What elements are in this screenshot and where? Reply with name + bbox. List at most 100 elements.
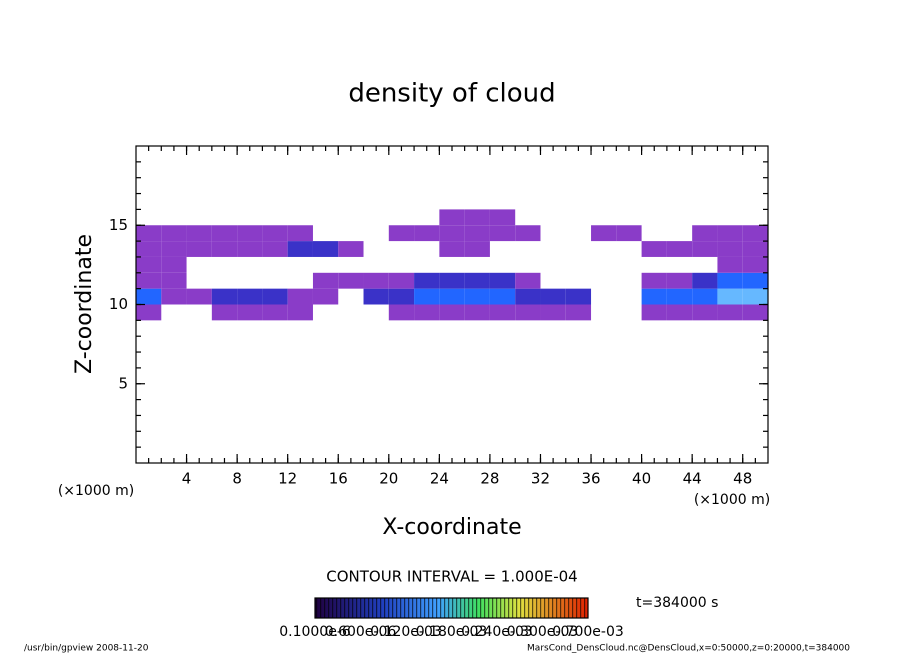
x-tick-label: 4 — [182, 470, 192, 488]
density-cell — [742, 241, 768, 257]
x-axis-label: X-coordinate — [382, 515, 521, 540]
density-cell — [161, 288, 187, 305]
density-cell — [742, 256, 768, 273]
density-cell — [439, 304, 465, 321]
footer-right: MarsCond_DensCloud.nc@DensCloud,x=0:5000… — [527, 644, 850, 654]
colorbar-label: 0.240e-03 — [461, 624, 533, 640]
density-cell — [666, 288, 693, 305]
density-cell — [388, 304, 415, 321]
density-cell — [363, 288, 389, 305]
density-cell — [464, 241, 490, 257]
density-cell — [717, 256, 743, 273]
density-cell — [515, 272, 541, 289]
density-cell — [692, 304, 718, 321]
density-cell — [489, 225, 516, 242]
density-cell — [666, 272, 693, 289]
density-cell — [312, 241, 339, 257]
density-cell — [287, 288, 313, 305]
density-cell — [388, 272, 415, 289]
x-tick-label: 40 — [632, 470, 651, 488]
density-cell — [338, 241, 364, 257]
density-cell — [363, 272, 389, 289]
y-unit: (×1000 m) — [58, 483, 134, 499]
density-cell — [717, 225, 743, 242]
density-cell — [237, 288, 263, 305]
density-cell — [464, 209, 490, 226]
colorbar-label: 0.1000e-6 — [279, 624, 351, 640]
colorbar-label: 0.180e-03 — [416, 624, 488, 640]
density-cell — [262, 304, 288, 321]
density-cell — [211, 225, 238, 242]
x-tick-label: 32 — [531, 470, 550, 488]
density-cell — [186, 225, 212, 242]
density-cell — [312, 288, 339, 305]
density-cell — [186, 288, 212, 305]
density-cell — [489, 272, 516, 289]
x-tick-label: 8 — [232, 470, 242, 488]
x-tick-label: 20 — [379, 470, 398, 488]
density-cell — [742, 304, 768, 321]
x-tick-label: 16 — [329, 470, 348, 488]
y-axis-label: Z-coordinate — [72, 234, 97, 374]
y-tick-label: 5 — [118, 374, 128, 392]
density-cell — [262, 225, 288, 242]
density-cell — [312, 272, 339, 289]
density-cell — [641, 272, 667, 289]
y-tick-label: 10 — [109, 295, 128, 313]
x-tick-label: 24 — [430, 470, 449, 488]
colorbar-label: 0.600e-06 — [325, 624, 397, 640]
time-label: t=384000 s — [636, 595, 718, 611]
colorbar-label: 0.120e-03 — [370, 624, 442, 640]
density-cell — [388, 225, 415, 242]
density-cell — [439, 225, 465, 242]
density-cell — [464, 288, 490, 305]
density-cell — [211, 241, 238, 257]
density-cell — [742, 288, 768, 305]
density-cell — [439, 241, 465, 257]
density-cell — [414, 225, 440, 242]
density-cell — [641, 288, 667, 305]
density-cell — [136, 256, 162, 273]
density-cell — [692, 241, 718, 257]
colorbar-label: 0.700e-03 — [552, 624, 624, 640]
density-cell — [692, 272, 718, 289]
density-cell — [565, 304, 592, 321]
density-cell — [161, 241, 187, 257]
density-cell — [237, 225, 263, 242]
density-cell — [717, 272, 743, 289]
x-tick-label: 44 — [683, 470, 702, 488]
density-cell — [489, 209, 516, 226]
density-cell — [211, 304, 238, 321]
density-cell — [136, 225, 162, 242]
x-tick-label: 28 — [480, 470, 499, 488]
density-cell — [742, 225, 768, 242]
density-cell — [262, 288, 288, 305]
footer-left: /usr/bin/gpview 2008-11-20 — [24, 644, 149, 654]
density-cell — [439, 272, 465, 289]
density-cell — [439, 288, 465, 305]
density-cell — [287, 225, 313, 242]
x-unit: (×1000 m) — [694, 492, 770, 508]
density-cell — [136, 288, 162, 305]
colorbar-label: 0.300e-03 — [507, 624, 579, 640]
density-cell — [237, 241, 263, 257]
colorbar-frame — [314, 597, 589, 619]
density-cell — [717, 304, 743, 321]
density-cell — [717, 241, 743, 257]
density-cell — [338, 272, 364, 289]
density-cell — [136, 272, 162, 289]
x-tick-label: 36 — [581, 470, 600, 488]
y-tick-label: 15 — [109, 216, 128, 234]
density-cell — [666, 304, 693, 321]
density-cell — [540, 288, 566, 305]
density-cell — [540, 304, 566, 321]
density-cell — [464, 272, 490, 289]
density-cell — [388, 288, 415, 305]
density-cell — [161, 272, 187, 289]
density-cell — [136, 241, 162, 257]
density-cell — [414, 272, 440, 289]
density-cell — [717, 288, 743, 305]
density-cell — [565, 288, 592, 305]
density-cell — [692, 225, 718, 242]
